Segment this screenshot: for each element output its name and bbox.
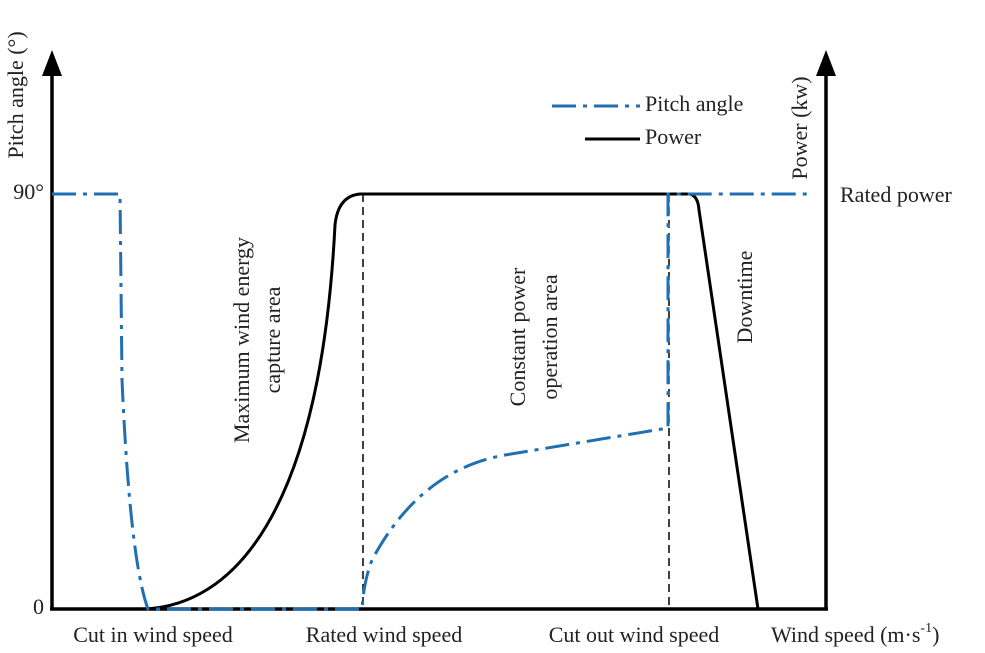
x-marker-label: Rated wind speed [306,622,462,647]
region-label: Constant power [505,267,530,406]
power-curve [144,192,760,611]
legend-label: Power [645,124,702,149]
x-axis-label: Wind speed (m·s-1) [771,621,939,647]
region-label: Maximum wind energy [229,237,254,443]
region-label: Downtime [732,251,757,344]
left-axis-label: Pitch angle (°) [3,31,28,158]
left-top-label: 90° [13,179,44,204]
region-label: operation area [537,274,562,399]
left-zero-label: 0 [33,594,44,619]
right-top-label: Rated power [840,182,952,207]
x-axis-label-text: Wind speed (m·s [771,622,920,647]
legend-label: Pitch angle [645,91,743,116]
right-arrow [816,50,836,76]
left-arrow [42,50,62,76]
x-marker-label: Cut in wind speed [73,622,233,647]
x-axis-label-close: ) [932,622,939,647]
x-marker-label: Cut out wind speed [549,622,720,647]
region-label: capture area [260,286,285,393]
x-axis-label-sup: -1 [920,621,932,636]
right-axis-label: Power (kw) [787,76,812,179]
pitch-curve [52,192,808,611]
